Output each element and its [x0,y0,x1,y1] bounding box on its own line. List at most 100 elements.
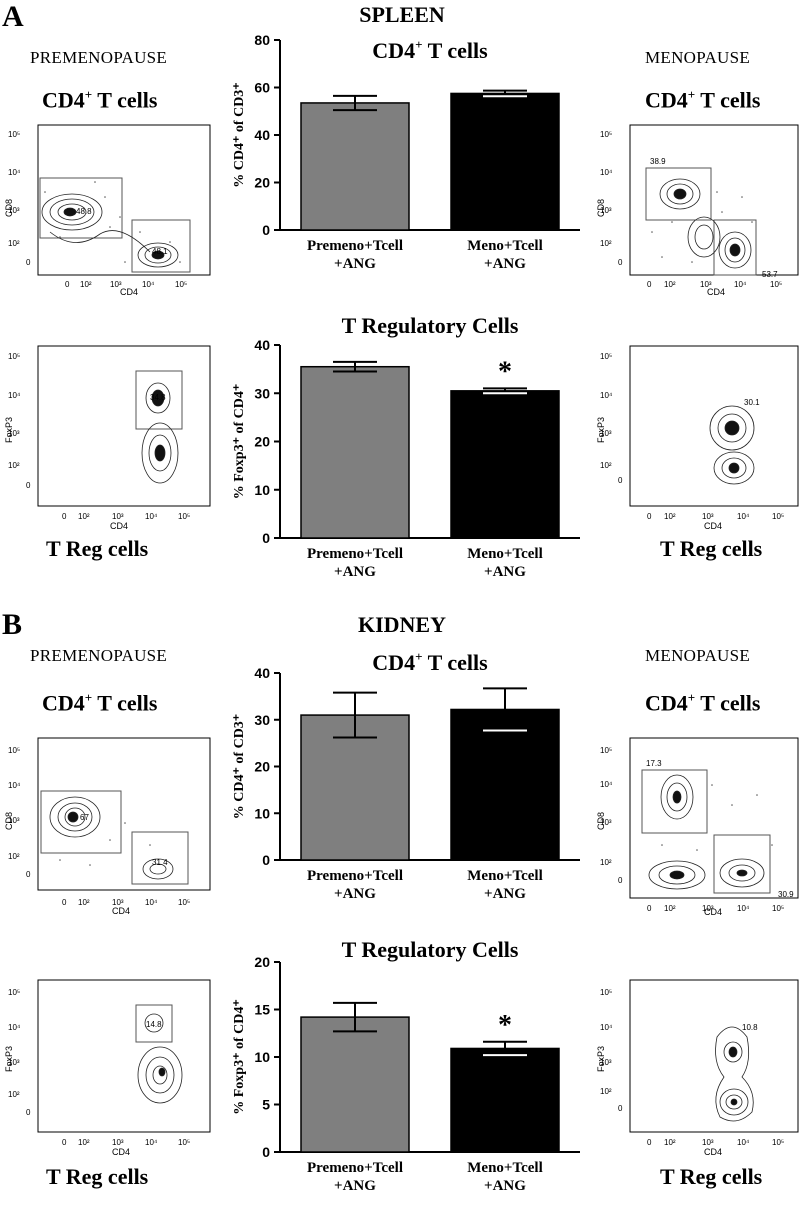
y-tick-1e2: 10² [600,1087,612,1096]
y-tick-label: 30 [254,712,270,728]
scatter-dots [661,784,773,851]
gate-value-cd8: 17.3 [646,759,662,768]
contour-cd8-population [659,178,721,258]
gate-cd4 [713,219,757,276]
menopause-label-spleen: MENOPAUSE [645,48,751,67]
contour-treg-population [715,1026,754,1122]
gate-cd8 [641,769,708,834]
flow-plot-spleen-pre-cd4: 10⁵ 10⁴ 10³ 10² 0 0 10² 10³ 10⁴ 10⁵ CD4 … [0,122,215,297]
flow-plot-kidney-meno-cd4: 10⁵ 10⁴ 10³ 10² 0 0 10² 10³ 10⁴ 10⁵ CD4 … [592,735,803,917]
y-tick-1e4: 10⁴ [8,1023,21,1032]
y-axis-label: % CD4⁺ of CD3⁺ [232,82,247,187]
x-tick-1e5: 10⁵ [178,898,190,907]
flow-plot-frame [37,979,211,1133]
cd4-title-meno-spleen: CD4+ T cells [645,87,761,113]
y-tick-1e4: 10⁴ [600,168,613,177]
x-tick-1e3: 10³ [112,898,124,907]
x-tick-1e4: 10⁴ [145,512,158,521]
y-axis-label: FoxP3 [596,417,606,443]
x-tick-1e2: 10² [664,280,676,289]
y-axis-label: % Foxp3⁺ of CD4⁺ [232,384,247,500]
x-axis-label: CD4 [112,1147,130,1157]
bar [450,708,560,861]
flow-plot-svg: 10⁵ 10⁴ 10³ 10² 0 0 10² 10³ 10⁴ 10⁵ CD4 … [596,737,799,917]
menopause-label-kidney: MENOPAUSE [645,646,751,665]
gate-value-foxp3: 10.8 [742,1023,758,1032]
category-label: Premeno+Tcell [307,1160,403,1176]
y-tick-1e3: 10³ [8,429,20,438]
flow-plot-kidney-pre-cd4: 10⁵ 10⁴ 10³ 10² 0 0 10² 10³ 10⁴ 10⁵ CD4 … [0,735,215,916]
gate-cd4 [131,831,189,885]
cd4-title-meno-kidney: CD4+ T cells [645,690,761,716]
flow-plot-frame [37,345,211,507]
x-axis-label: CD4 [704,907,722,915]
y-axis-label: FoxP3 [596,1046,606,1072]
y-axis-label: CD8 [4,812,14,830]
gate-cd4 [131,219,191,273]
contour-cd4-population [648,858,765,890]
tissue-title-spleen: SPLEEN [359,2,445,27]
y-tick-1e2: 10² [600,858,612,867]
y-tick-1e4: 10⁴ [8,781,21,790]
y-tick-label: 40 [254,127,270,143]
y-tick-0: 0 [618,876,623,885]
flow-plot-frame [37,737,211,891]
x-tick-1e3: 10³ [700,280,712,289]
premenopause-label-spleen: PREMENOPAUSE [30,48,168,67]
y-tick-1e4: 10⁴ [600,1023,613,1032]
x-tick-1e4: 10⁴ [737,904,750,913]
y-tick-label: 20 [254,434,270,450]
contour-cd4-population [142,858,174,880]
x-tick-1e2: 10² [80,280,92,289]
bar-chart-svg: T Regulatory Cells 0 5 10 15 20 % Foxp3⁺ of CD… [232,937,580,1194]
category-label: Meno+Tcell [467,238,542,254]
chart-title-text: CD4 [372,38,415,63]
flow-plot-svg: 10⁵ 10⁴ 10³ 10² 0 0 10² 10³ 10⁴ 10⁵ CD4 … [596,345,799,531]
bar [300,365,410,539]
y-tick-1e2: 10² [600,239,612,248]
y-tick-1e5: 10⁵ [600,130,612,139]
scatter-dots [59,822,151,866]
y-tick-label: 20 [254,954,270,970]
chart-title-suffix: T cells [423,38,489,63]
flow-plot-svg: 10⁵ 10⁴ 10³ 10² 0 0 10² 10³ 10⁴ 10⁵ CD4 … [596,124,799,297]
y-tick-1e5: 10⁵ [8,130,20,139]
category-label: +ANG [334,564,376,580]
x-axis-label: CD4 [704,1147,722,1157]
treg-label-meno-spleen: T Reg cells [660,536,763,561]
y-tick-label: 40 [254,337,270,353]
cd4-title-pre-kidney: CD4+ T cells [42,690,158,716]
treg-label-pre-spleen: T Reg cells [46,536,149,561]
bar-chart-svg: CD4+ T cells 0 20 40 60 80 % CD4⁺ of CD3⁺ Preme… [232,32,580,272]
treg-label-meno-kidney: T Reg cells [660,1164,763,1189]
y-tick-1e3: 10³ [8,206,20,215]
x-tick-1e3: 10³ [110,280,122,289]
panel-letter-b: B [2,608,23,641]
gate-foxp3 [135,370,183,430]
panel-letter-a: A [2,0,24,33]
y-tick-0: 0 [26,870,31,879]
y-tick-1e5: 10⁵ [8,746,20,755]
y-tick-1e2: 10² [8,1090,20,1099]
y-tick-label: 0 [262,852,270,868]
y-tick-1e5: 10⁵ [600,352,612,361]
gate-value-cd4: 31.4 [152,858,168,867]
bar-chart-svg: CD4+ T cells 0 10 20 30 40 % CD4⁺ of CD3⁺ Preme… [232,649,580,902]
x-tick-1e3: 10³ [112,1138,124,1147]
contour-treg-population [137,1013,183,1104]
bar-chart-kidney-treg: T Regulatory Cells 0 5 10 15 20 % Foxp3⁺ of CD… [225,935,605,1200]
gate-value-foxp3: 34.8 [150,393,166,402]
flow-plot-kidney-meno-treg: 10⁵ 10⁴ 10³ 10² 0 0 10² 10³ 10⁴ 10⁵ CD4 … [592,977,803,1157]
scatter-dots [651,191,753,263]
x-tick-1e2: 10² [664,904,676,913]
x-tick-1e3: 10³ [702,904,714,913]
bar-chart-kidney-cd4: CD4+ T cells 0 10 20 30 40 % CD4⁺ of CD3⁺ Preme… [225,640,605,910]
chart-title: CD4+ T cells [372,37,488,63]
contour-cd8-population [660,774,694,820]
flow-plot-svg: 10⁵ 10⁴ 10³ 10² 0 0 10² 10³ 10⁴ 10⁵ CD4 … [4,124,211,297]
flow-plot-svg: 10⁵ 10⁴ 10³ 10² 0 0 10² 10³ 10⁴ 10⁵ CD4 … [4,345,211,531]
y-tick-label: 20 [254,175,270,191]
gate-value-foxp3: 30.1 [744,398,760,407]
x-tick-1e5: 10⁵ [178,512,190,521]
y-axis-label: % Foxp3⁺ of CD4⁺ [232,999,247,1115]
